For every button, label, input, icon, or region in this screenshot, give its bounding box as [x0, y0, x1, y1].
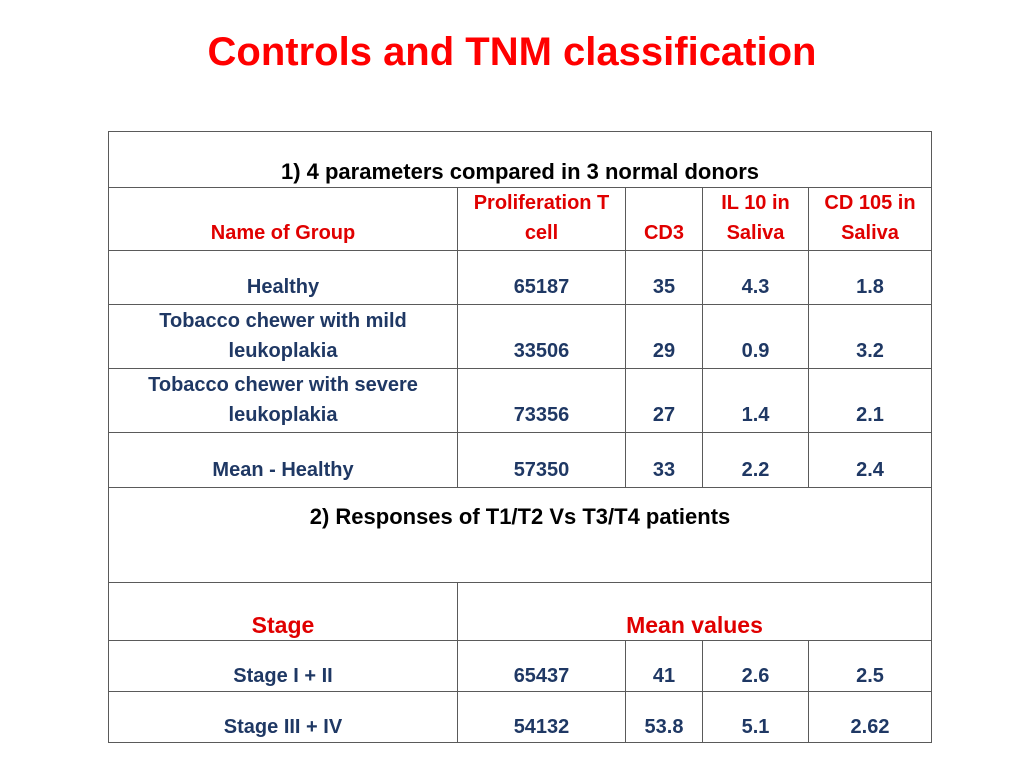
table-row: Tobacco chewer with severe leukoplakia 7… — [108, 368, 932, 433]
stage-name-cell: Stage III + IV — [108, 691, 458, 743]
proliferation-cell: 73356 — [457, 368, 626, 433]
proliferation-cell: 57350 — [457, 432, 626, 488]
stage-header-row: Stage Mean values — [108, 582, 932, 641]
group-name-cell: Healthy — [108, 250, 458, 305]
table-row: Healthy 65187 35 4.3 1.8 — [108, 250, 932, 305]
cd3-cell: 29 — [625, 304, 703, 369]
data-table: 1) 4 parameters compared in 3 normal don… — [108, 131, 932, 743]
cd105-cell: 2.5 — [808, 640, 932, 692]
il10-cell: 5.1 — [702, 691, 809, 743]
il10-cell: 0.9 — [702, 304, 809, 369]
section2-row: 2) Responses of T1/T2 Vs T3/T4 patients — [108, 487, 932, 583]
section1-heading: 1) 4 parameters compared in 3 normal don… — [108, 131, 932, 188]
stage-header: Stage — [108, 582, 458, 641]
section2-heading: 2) Responses of T1/T2 Vs T3/T4 patients — [108, 487, 932, 583]
cd3-cell: 35 — [625, 250, 703, 305]
table-row: Mean - Healthy 57350 33 2.2 2.4 — [108, 432, 932, 488]
proliferation-cell: 65437 — [457, 640, 626, 692]
table-row: Stage I + II 65437 41 2.6 2.5 — [108, 640, 932, 692]
mean-values-header: Mean values — [457, 582, 932, 641]
proliferation-cell: 33506 — [457, 304, 626, 369]
cd105-cell: 2.1 — [808, 368, 932, 433]
col-header-cd105: CD 105 in Saliva — [808, 187, 932, 251]
cd105-cell: 2.4 — [808, 432, 932, 488]
cd3-cell: 41 — [625, 640, 703, 692]
group-name-cell: Tobacco chewer with mild leukoplakia — [108, 304, 458, 369]
col-header-group: Name of Group — [108, 187, 458, 251]
stage-name-cell: Stage I + II — [108, 640, 458, 692]
table-row: Tobacco chewer with mild leukoplakia 335… — [108, 304, 932, 369]
il10-cell: 2.2 — [702, 432, 809, 488]
section1-row: 1) 4 parameters compared in 3 normal don… — [108, 131, 932, 188]
il10-cell: 1.4 — [702, 368, 809, 433]
group-name-cell: Mean - Healthy — [108, 432, 458, 488]
cd3-cell: 33 — [625, 432, 703, 488]
cd105-cell: 3.2 — [808, 304, 932, 369]
col-header-cd3: CD3 — [625, 187, 703, 251]
cd3-cell: 53.8 — [625, 691, 703, 743]
group-name-cell: Tobacco chewer with severe leukoplakia — [108, 368, 458, 433]
il10-cell: 4.3 — [702, 250, 809, 305]
proliferation-cell: 65187 — [457, 250, 626, 305]
page-title: Controls and TNM classification — [207, 30, 817, 74]
cd105-cell: 2.62 — [808, 691, 932, 743]
il10-cell: 2.6 — [702, 640, 809, 692]
col-header-proliferation: Proliferation T cell — [457, 187, 626, 251]
col-header-il10: IL 10 in Saliva — [702, 187, 809, 251]
table-row: Stage III + IV 54132 53.8 5.1 2.62 — [108, 691, 932, 743]
proliferation-cell: 54132 — [457, 691, 626, 743]
column-header-row: Name of Group Proliferation T cell CD3 I… — [108, 187, 932, 251]
cd3-cell: 27 — [625, 368, 703, 433]
cd105-cell: 1.8 — [808, 250, 932, 305]
